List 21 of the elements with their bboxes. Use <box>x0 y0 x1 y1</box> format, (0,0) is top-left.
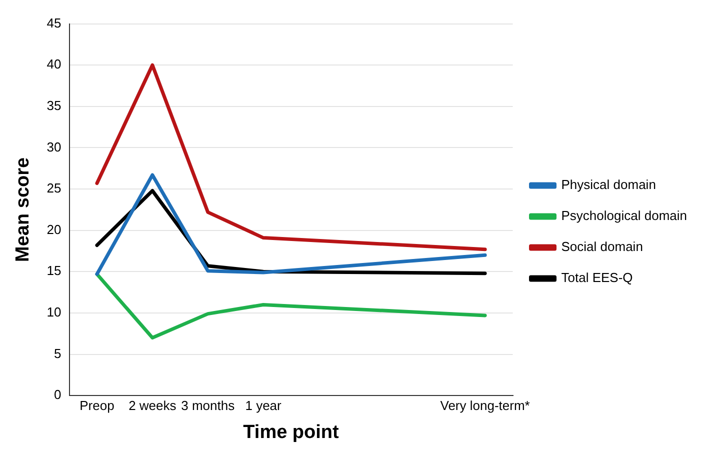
x-tick-label: 3 months <box>181 398 236 413</box>
legend-label: Social domain <box>561 239 643 254</box>
y-tick-label: 5 <box>54 346 62 361</box>
legend-label: Psychological domain <box>561 208 687 224</box>
legend-label: Total EES-Q <box>561 270 633 286</box>
y-tick-label: 10 <box>46 304 62 320</box>
y-tick-label: 30 <box>46 139 62 154</box>
y-tick-label: 40 <box>46 56 62 72</box>
legend-label: Physical domain <box>561 177 656 192</box>
y-tick-label: 25 <box>46 180 62 196</box>
y-tick-label: 15 <box>46 263 62 278</box>
x-tick-label: Very long-term* <box>440 398 530 413</box>
y-tick-label: 35 <box>46 98 62 113</box>
x-tick-label: Preop <box>80 398 114 413</box>
y-tick-label: 45 <box>46 15 62 30</box>
y-axis-title: Mean score <box>12 157 34 262</box>
y-tick-label: 20 <box>46 222 62 237</box>
x-tick-label: 2 weeks <box>128 398 177 413</box>
x-axis-title: Time point <box>243 422 340 443</box>
x-tick-label: 1 year <box>245 398 282 413</box>
y-tick-label: 0 <box>54 387 62 402</box>
